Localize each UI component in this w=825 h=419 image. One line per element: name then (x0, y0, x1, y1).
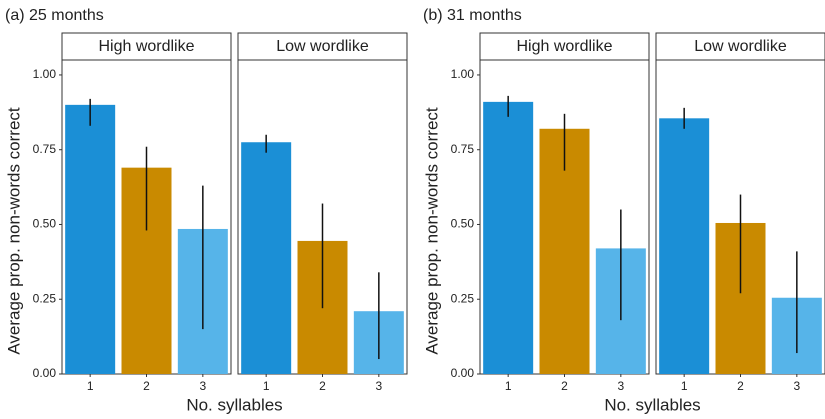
x-tick-label: 1 (681, 379, 688, 393)
facet-title: Low wordlike (694, 38, 787, 55)
x-tick-label: 2 (319, 379, 326, 393)
facet-strip (655, 32, 825, 61)
facet-title: High wordlike (98, 38, 194, 55)
x-tick-label: 3 (199, 379, 206, 393)
facet-strip (61, 32, 232, 61)
y-tick-label: 1.00 (33, 67, 57, 81)
panel-title: (b) 31 months (423, 7, 522, 24)
y-tick-label: 0.50 (451, 217, 475, 231)
y-tick-label: 0.25 (33, 291, 57, 305)
facet-strip (479, 32, 650, 61)
y-tick-label: 0.75 (451, 142, 475, 156)
x-axis-label: No. syllables (604, 395, 700, 414)
facet-title: High wordlike (516, 38, 612, 55)
y-tick-label: 1.00 (451, 67, 475, 81)
y-axis-label: Average prop. non-words correct (422, 107, 441, 355)
x-tick-label: 2 (561, 379, 568, 393)
y-axis-label: Average prop. non-words correct (4, 107, 23, 355)
x-tick-label: 3 (793, 379, 800, 393)
y-tick-label: 0.75 (33, 142, 57, 156)
facet-title: Low wordlike (276, 38, 369, 55)
x-tick-label: 1 (87, 379, 94, 393)
bar (241, 142, 292, 374)
x-tick-label: 3 (617, 379, 624, 393)
x-tick-label: 2 (737, 379, 744, 393)
x-axis-label: No. syllables (186, 395, 282, 414)
x-tick-label: 1 (263, 379, 270, 393)
y-tick-label: 0.25 (451, 291, 475, 305)
y-tick-label: 0.50 (33, 217, 57, 231)
y-tick-label: 0.00 (451, 366, 475, 380)
x-tick-label: 2 (143, 379, 150, 393)
bar (65, 104, 116, 374)
facet-strip (237, 32, 408, 61)
x-tick-label: 1 (505, 379, 512, 393)
bar (483, 101, 534, 374)
x-tick-label: 3 (375, 379, 382, 393)
y-tick-label: 0.00 (33, 366, 57, 380)
bar (659, 118, 710, 374)
panel-title: (a) 25 months (5, 7, 104, 24)
